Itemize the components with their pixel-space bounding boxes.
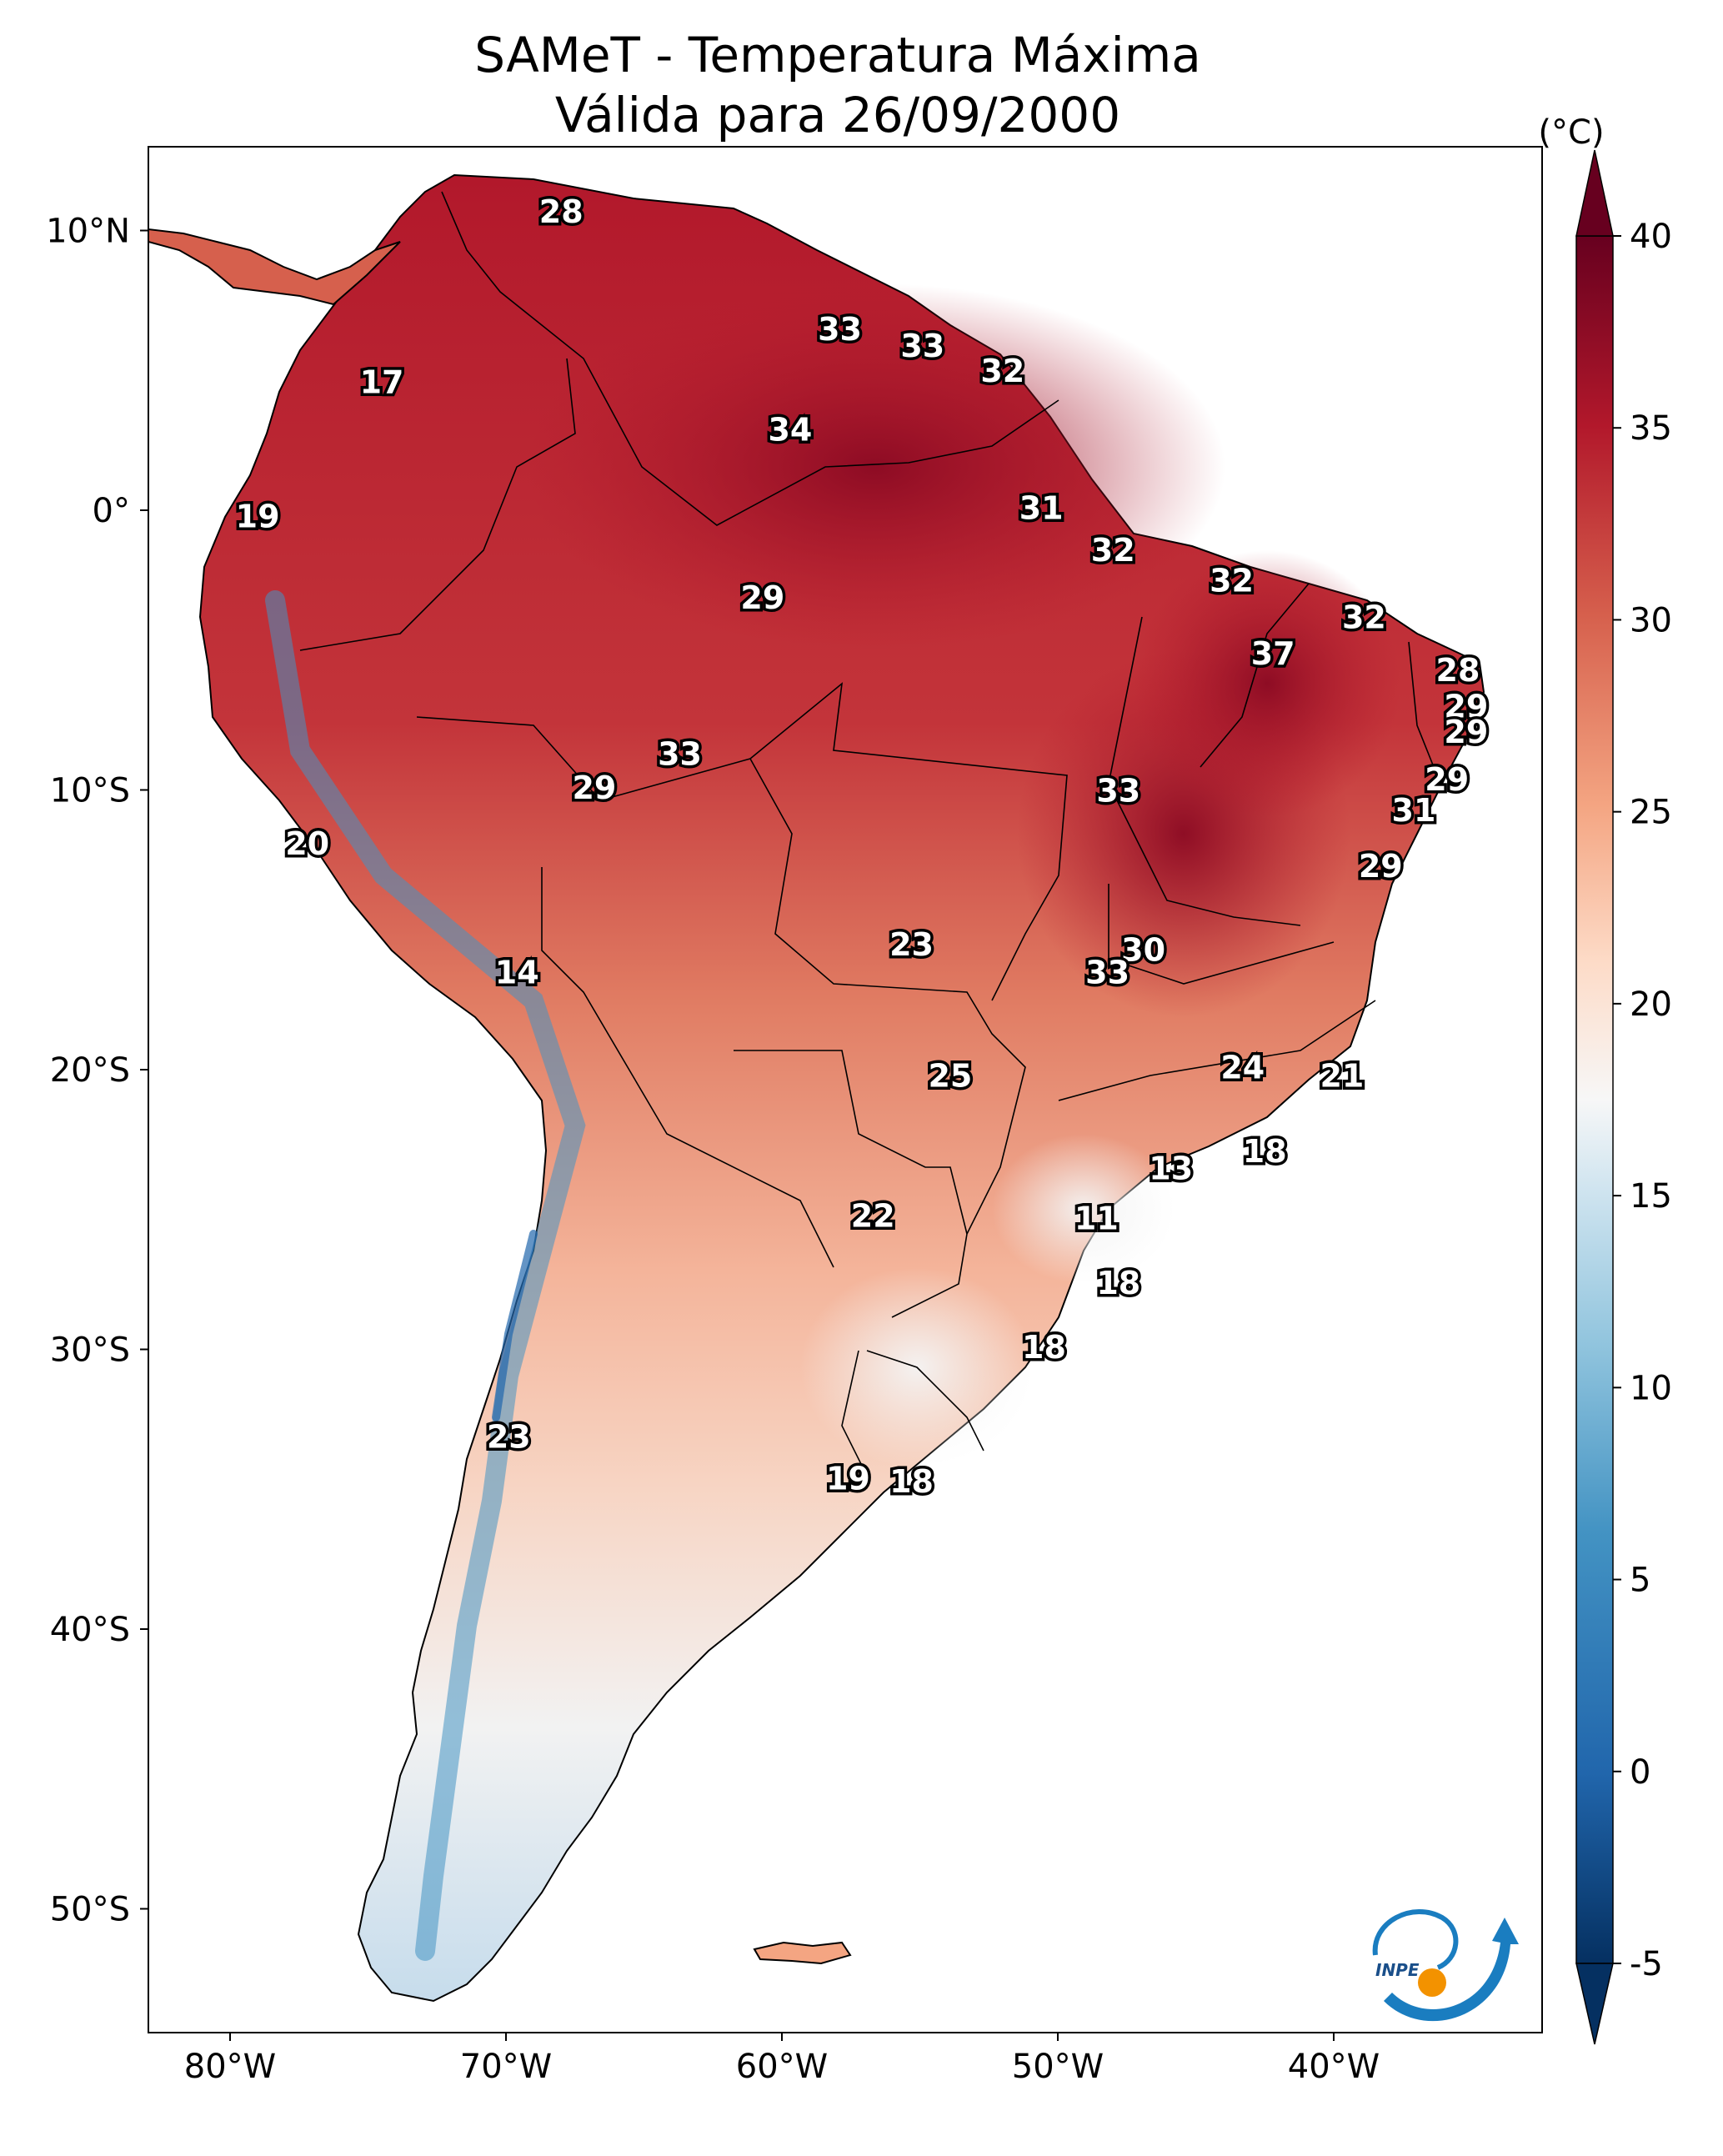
station-label: 19 bbox=[826, 1461, 870, 1497]
colorbar-body bbox=[1575, 235, 1614, 1964]
station-label: 33 bbox=[900, 328, 944, 364]
colorbar-tick-label: 30 bbox=[1630, 601, 1672, 639]
station-label: 23 bbox=[889, 926, 934, 963]
colorbar: (°C) 40 35 30 25 20 15 10 5 0 -5 bbox=[1538, 113, 1672, 2045]
longitude-tick-label: 70°W bbox=[460, 2048, 552, 2086]
station-label: 31 bbox=[1019, 490, 1064, 527]
map-title: SAMeT - Temperatura Máxima Válida para 2… bbox=[0, 25, 1675, 145]
northeast-hot-zone bbox=[1134, 550, 1400, 817]
longitude-tick-label: 50°W bbox=[1012, 2048, 1104, 2086]
colorbar-tick-label: 5 bbox=[1630, 1562, 1650, 1600]
falkland-islands bbox=[753, 1941, 852, 1965]
amazon-hot-zone bbox=[525, 283, 1225, 650]
station-label: 30 bbox=[1121, 932, 1165, 969]
colorbar-tick-label: 20 bbox=[1630, 985, 1672, 1024]
latitude-tick-label: 50°S bbox=[50, 1891, 130, 1929]
southeast-cool-zone bbox=[992, 1134, 1175, 1284]
station-label: 18 bbox=[1022, 1329, 1066, 1366]
colorbar-max-extension bbox=[1575, 149, 1614, 237]
station-label: 29 bbox=[1425, 761, 1469, 798]
map-area bbox=[148, 173, 1485, 2003]
longitude-tick-label: 60°W bbox=[736, 2048, 828, 2086]
station-label: 33 bbox=[1085, 954, 1129, 990]
station-label: 34 bbox=[768, 412, 812, 449]
station-label: 18 bbox=[1096, 1265, 1140, 1301]
station-label: 28 bbox=[539, 193, 584, 230]
longitude-tick-label: 80°W bbox=[184, 2048, 276, 2086]
station-label: 18 bbox=[889, 1463, 934, 1500]
inpe-logo-arc-icon bbox=[1384, 1918, 1519, 2022]
station-label: 19 bbox=[236, 499, 280, 535]
latitude-tick-label: 40°S bbox=[50, 1611, 130, 1649]
station-label: 11 bbox=[1074, 1201, 1119, 1237]
station-label: 14 bbox=[495, 954, 539, 990]
station-label: 21 bbox=[1320, 1058, 1364, 1095]
station-label: 13 bbox=[1149, 1150, 1193, 1186]
station-label: 37 bbox=[1251, 635, 1295, 672]
station-label: 28 bbox=[1436, 652, 1480, 689]
central-america-landmass bbox=[148, 228, 401, 306]
latitude-tick-label: 30°S bbox=[50, 1331, 130, 1370]
latitude-ticks: 10°N 0° 10°S 20°S 30°S 40°S 50°S bbox=[46, 213, 148, 1929]
station-label: 18 bbox=[1243, 1133, 1287, 1170]
inpe-logo-orange-dot bbox=[1418, 1968, 1446, 1997]
latitude-tick-label: 0° bbox=[93, 492, 130, 530]
station-label: 33 bbox=[1096, 772, 1140, 809]
station-label: 33 bbox=[818, 311, 862, 348]
latitude-tick-label: 10°S bbox=[50, 772, 130, 810]
colorbar-tick-label: 35 bbox=[1630, 409, 1672, 448]
inpe-logo-text: INPE bbox=[1375, 1960, 1420, 1980]
station-label: 29 bbox=[740, 579, 784, 616]
longitude-ticks: 80°W 70°W 60°W 50°W 40°W bbox=[184, 2033, 1380, 2086]
station-label: 22 bbox=[851, 1197, 895, 1234]
colorbar-ticks: 40 35 30 25 20 15 10 5 0 -5 bbox=[1613, 218, 1672, 1983]
station-label: 32 bbox=[1091, 532, 1135, 569]
colorbar-tick-label: 10 bbox=[1630, 1369, 1672, 1407]
station-label: 32 bbox=[1210, 563, 1254, 599]
colorbar-tick-label: 15 bbox=[1630, 1177, 1672, 1216]
title-line-1: SAMeT - Temperatura Máxima bbox=[474, 27, 1201, 83]
andes-cold-band bbox=[265, 590, 586, 1961]
map-frame bbox=[148, 146, 1543, 2033]
station-label: 20 bbox=[285, 825, 329, 862]
station-label: 25 bbox=[928, 1058, 972, 1095]
colorbar-tick-label: 0 bbox=[1630, 1753, 1650, 1792]
station-label: 29 bbox=[1359, 848, 1403, 885]
title-line-2: Válida para 26/09/2000 bbox=[554, 87, 1121, 143]
station-label: 33 bbox=[658, 736, 702, 773]
station-label: 29 bbox=[572, 770, 616, 806]
colorbar-min-extension bbox=[1575, 1963, 1614, 2045]
latitude-tick-label: 10°N bbox=[46, 213, 130, 251]
latitude-tick-label: 20°S bbox=[50, 1051, 130, 1090]
station-label: 32 bbox=[1342, 599, 1386, 635]
station-label: 29 bbox=[1444, 689, 1488, 725]
station-label: 29 bbox=[1444, 714, 1488, 750]
inpe-logo: INPE bbox=[1372, 1908, 1519, 2022]
colorbar-tick-label: 40 bbox=[1630, 218, 1672, 256]
colorbar-tick-label: 25 bbox=[1630, 794, 1672, 832]
station-label: 24 bbox=[1220, 1050, 1265, 1086]
colorbar-tick-label: -5 bbox=[1630, 1945, 1663, 1983]
station-label: 31 bbox=[1392, 792, 1436, 829]
station-label: 32 bbox=[980, 353, 1024, 389]
andes-peak-band bbox=[492, 1230, 538, 1421]
colorbar-unit: (°C) bbox=[1538, 113, 1604, 152]
inpe-logo-swirl bbox=[1372, 1908, 1459, 1970]
longitude-tick-label: 40°W bbox=[1288, 2048, 1380, 2086]
station-label: 23 bbox=[487, 1418, 531, 1455]
station-label: 17 bbox=[360, 364, 404, 401]
country-borders bbox=[299, 191, 1435, 1477]
